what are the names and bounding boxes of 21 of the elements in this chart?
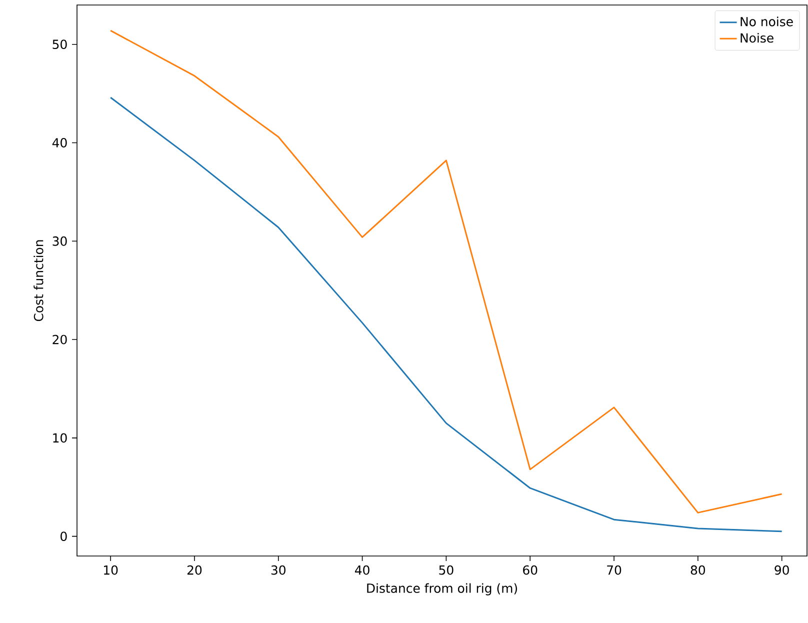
x-tick-label: 20 [187, 565, 202, 575]
x-tick-label: 10 [104, 565, 118, 575]
x-axis-title: Distance from oil rig (m) [367, 583, 517, 596]
y-tick-label: 50 [52, 40, 67, 50]
y-axis-title: Cost function [34, 240, 44, 322]
legend-label: Noise [740, 32, 774, 43]
line-series [110, 96, 783, 532]
y-tick-label: 20 [52, 334, 67, 344]
y-tick-label: 0 [60, 532, 67, 542]
x-tick-label: 80 [690, 565, 706, 575]
x-tick-label: 50 [439, 565, 454, 575]
y-tick-label: 30 [52, 236, 67, 246]
x-tick-label: 90 [774, 565, 789, 575]
line-series [110, 30, 783, 514]
x-tick-label: 70 [607, 565, 622, 575]
legend-label: No noise [740, 16, 793, 26]
y-tick-label: 40 [52, 138, 67, 148]
y-tick-label: 10 [53, 433, 67, 443]
x-tick-label: 40 [354, 565, 370, 575]
x-tick-label: 60 [523, 565, 538, 575]
x-tick-label: 30 [271, 565, 286, 575]
